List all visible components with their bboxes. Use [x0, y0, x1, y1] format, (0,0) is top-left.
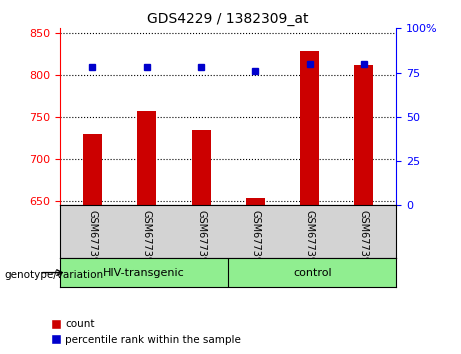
Text: HIV-transgenic: HIV-transgenic — [103, 268, 185, 278]
Title: GDS4229 / 1382309_at: GDS4229 / 1382309_at — [148, 12, 309, 26]
Text: control: control — [293, 268, 331, 278]
Text: GSM677394: GSM677394 — [305, 210, 314, 269]
Bar — [355, 64, 373, 205]
Text: GSM677395: GSM677395 — [359, 210, 369, 269]
Text: GSM677392: GSM677392 — [196, 210, 206, 269]
Text: genotype/variation: genotype/variation — [5, 270, 104, 280]
Legend: count, percentile rank within the sample: count, percentile rank within the sample — [47, 315, 246, 349]
Bar — [83, 134, 102, 205]
Bar — [137, 111, 156, 205]
Text: GSM677391: GSM677391 — [142, 210, 152, 269]
Text: GSM677390: GSM677390 — [88, 210, 97, 269]
Bar — [192, 130, 211, 205]
Bar — [300, 51, 319, 205]
Text: GSM677393: GSM677393 — [250, 210, 260, 269]
Bar — [246, 198, 265, 205]
